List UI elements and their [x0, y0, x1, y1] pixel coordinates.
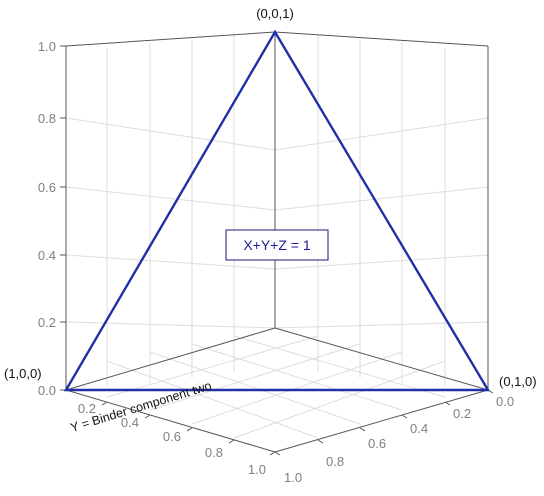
- left-base-tick-label: 0.6: [163, 429, 181, 444]
- vertex-label-left: (1,0,0): [4, 366, 42, 381]
- z-tick-label: 1.0: [38, 39, 56, 54]
- left-base-tick-label: 0.8: [205, 445, 223, 460]
- right-base-tick-label: 0.2: [453, 406, 471, 421]
- equation-label: X+Y+Z = 1: [243, 237, 311, 253]
- left-base-axis-ticks: 0.2 0.4 0.6 0.8 1.0: [78, 401, 276, 477]
- simplex-triangle: [63, 29, 491, 392]
- right-base-tick-label: 0.0: [496, 394, 514, 409]
- box-frame: [65, 31, 489, 453]
- right-base-tick-label: 1.0: [284, 470, 302, 485]
- right-base-axis-ticks: 0.0 0.2 0.4 0.6 0.8 1.0: [274, 389, 514, 485]
- floor-grid: [106, 335, 446, 439]
- right-base-tick-label: 0.6: [368, 436, 386, 451]
- left-base-tick-label: 0.4: [121, 415, 139, 430]
- z-tick-label: 0.0: [38, 383, 56, 398]
- left-wall-grid: [65, 35, 276, 386]
- vertex-label-right: (0,1,0): [499, 374, 537, 389]
- right-base-tick-label: 0.4: [410, 421, 428, 436]
- z-tick-label: 0.8: [38, 111, 56, 126]
- left-base-tick-label: 0.2: [78, 401, 96, 416]
- equation-box: X+Y+Z = 1: [225, 229, 329, 261]
- z-tick-label: 0.2: [38, 315, 56, 330]
- z-tick-label: 0.6: [38, 180, 56, 195]
- right-base-tick-label: 0.8: [326, 454, 344, 469]
- z-axis-ticks: 0.0 0.2 0.4 0.6 0.8 1.0: [38, 39, 66, 398]
- left-base-tick-label: 1.0: [248, 462, 266, 477]
- z-tick-label: 0.4: [38, 248, 56, 263]
- right-wall-grid: [274, 35, 489, 386]
- vertex-label-top: (0,0,1): [256, 6, 294, 21]
